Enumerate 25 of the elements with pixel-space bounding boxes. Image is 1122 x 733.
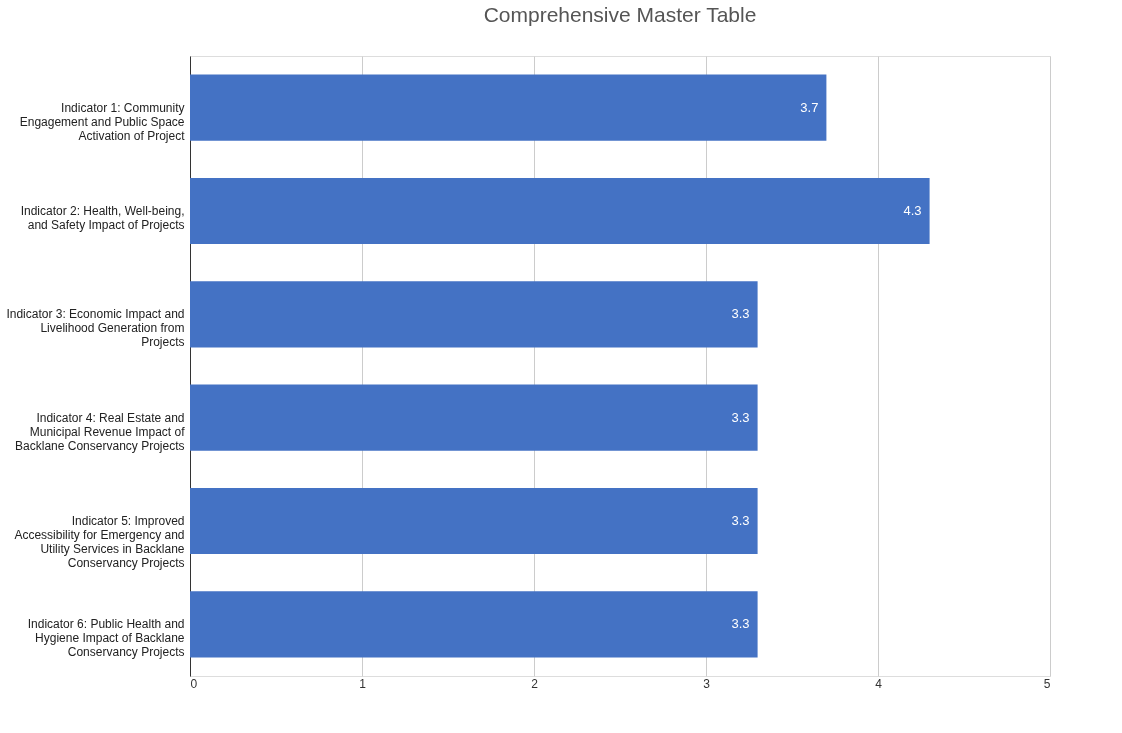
y-tick-label: Indicator 4: Real Estate and Municipal Revenue Impact of Backlane Conservancy Projects <box>15 410 186 453</box>
data-label: 3.3 <box>731 513 750 528</box>
bar <box>190 384 758 451</box>
data-label: 3.3 <box>731 306 750 322</box>
chart-title: Comprehensive Master Table <box>483 3 757 26</box>
y-tick-label: Indicator 3: Economic Impact and Livelihood Generation from Projects <box>6 307 185 350</box>
data-label: 3.3 <box>731 409 750 425</box>
bar <box>190 591 758 658</box>
x-tick-label: 3 <box>703 676 711 691</box>
y-tick-label: Indicator 1: Community Engagement and Public Space Activation of Project <box>19 100 186 143</box>
x-tick-label: 5 <box>1043 676 1051 691</box>
y-tick-label: Indicator 5: Improved Accessibility for Emergency and Utility Services in Backlane Conservancy Projects <box>14 514 185 570</box>
x-tick-label: 4 <box>875 676 883 691</box>
data-label: 3.7 <box>800 99 819 115</box>
x-tick-label: 1 <box>359 676 367 691</box>
y-tick-label: Indicator 2: Health, Well-being, and Safety Impact of Projects <box>20 204 185 232</box>
data-label: 4.3 <box>903 203 922 218</box>
bar <box>190 281 758 348</box>
bar <box>190 487 758 555</box>
x-tick-label: 0 <box>190 676 198 691</box>
bar <box>190 74 827 141</box>
bar <box>190 177 930 245</box>
x-tick-label: 2 <box>531 676 539 691</box>
data-label: 3.3 <box>731 616 750 632</box>
y-tick-label: Indicator 6: Public Health and Hygiene Impact of Backlane Conservancy Projects <box>27 617 185 660</box>
